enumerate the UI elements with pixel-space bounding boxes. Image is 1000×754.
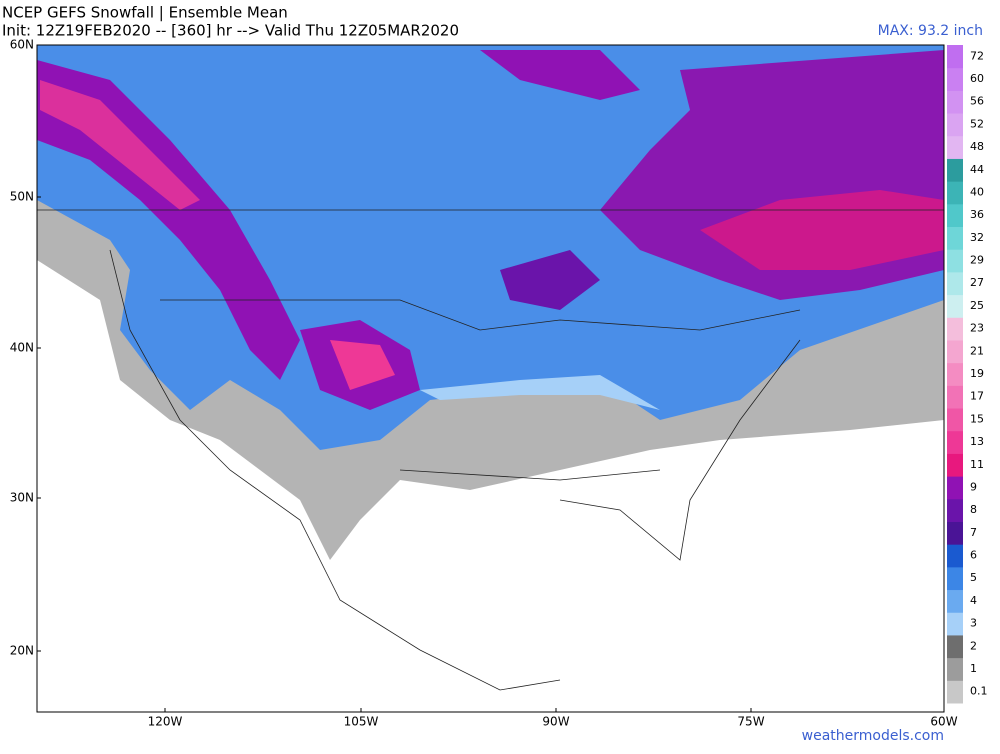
colorbar-label: 44 (970, 163, 984, 176)
colorbar-swatch (947, 181, 963, 205)
longitude-label: 120W (148, 715, 183, 729)
colorbar-label: 23 (970, 322, 984, 335)
colorbar-swatch (947, 680, 963, 704)
colorbar-label: 5 (970, 571, 977, 584)
colorbar-label: 15 (970, 412, 984, 425)
colorbar-swatch (947, 476, 963, 500)
subtitle: Init: 12Z19FEB2020 -- [360] hr --> Valid… (2, 22, 459, 40)
colorbar-swatch (947, 135, 963, 159)
colorbar-swatch (947, 226, 963, 250)
colorbar-swatch (947, 113, 963, 137)
colorbar-label: 17 (970, 390, 984, 403)
latitude-label: 50N (10, 190, 34, 204)
colorbar-swatch (947, 203, 963, 228)
colorbar-label: 48 (970, 140, 984, 153)
colorbar-label: 4 (970, 594, 977, 607)
colorbar-swatch (947, 249, 963, 273)
colorbar-label: 19 (970, 367, 984, 380)
colorbar-label: 21 (970, 344, 984, 357)
colorbar-swatch (947, 339, 963, 364)
map (37, 45, 944, 712)
colorbar-label: 8 (970, 503, 977, 516)
colorbar-swatch (947, 589, 963, 613)
colorbar-label: 2 (970, 639, 977, 652)
latitude-label: 30N (10, 491, 34, 505)
colorbar-swatch (947, 317, 963, 341)
colorbar-swatch (947, 612, 963, 636)
colorbar-swatch (947, 566, 963, 591)
latitude-label: 20N (10, 644, 34, 658)
colorbar-swatch (947, 544, 963, 568)
colorbar-swatch (947, 271, 963, 296)
colorbar-label: 52 (970, 117, 984, 130)
colorbar-swatch (947, 498, 963, 522)
colorbar-label: 32 (970, 231, 984, 244)
max-label: MAX: 93.2 inch (878, 23, 983, 39)
colorbar-swatch (947, 67, 963, 91)
colorbar-swatch (947, 634, 963, 659)
longitude-label: 60W (930, 715, 957, 729)
map-frame (36, 44, 945, 713)
colorbar-swatch (947, 90, 963, 114)
colorbar-label: 7 (970, 526, 977, 539)
colorbar-label: 36 (970, 208, 984, 221)
colorbar-swatch (947, 521, 963, 545)
colorbar-label: 1 (970, 662, 977, 675)
colorbar-swatch (947, 430, 963, 454)
colorbar-swatch (947, 453, 963, 477)
colorbar-swatch (947, 294, 963, 318)
longitude-label: 105W (344, 715, 379, 729)
latitude-label: 40N (10, 341, 34, 355)
colorbar-swatch (947, 385, 963, 409)
colorbar-swatch (947, 362, 963, 386)
colorbar-label: 72 (970, 49, 984, 62)
longitude-label: 75W (737, 715, 764, 729)
colorbar-label: 40 (970, 185, 984, 198)
colorbar-label: 9 (970, 480, 977, 493)
colorbar-swatch (947, 408, 963, 432)
title: NCEP GEFS Snowfall | Ensemble Mean (2, 4, 288, 22)
colorbar-label: 25 (970, 299, 984, 312)
colorbar-label: 6 (970, 549, 977, 562)
colorbar-label: 0.1 (970, 685, 988, 698)
colorbar-label: 3 (970, 617, 977, 630)
colorbar: 0.11234567891113151719212325272932364044… (947, 45, 988, 704)
colorbar-swatch (947, 158, 963, 182)
colorbar-label: 27 (970, 276, 984, 289)
credit: weathermodels.com (802, 728, 944, 744)
colorbar-swatch (947, 45, 963, 69)
colorbar-label: 56 (970, 95, 984, 108)
latitude-label: 60N (10, 38, 34, 52)
longitude-label: 90W (542, 715, 569, 729)
colorbar-label: 29 (970, 254, 984, 267)
colorbar-label: 11 (970, 458, 984, 471)
colorbar-label: 13 (970, 435, 984, 448)
colorbar-swatch (947, 657, 963, 681)
colorbar-label: 60 (970, 72, 984, 85)
